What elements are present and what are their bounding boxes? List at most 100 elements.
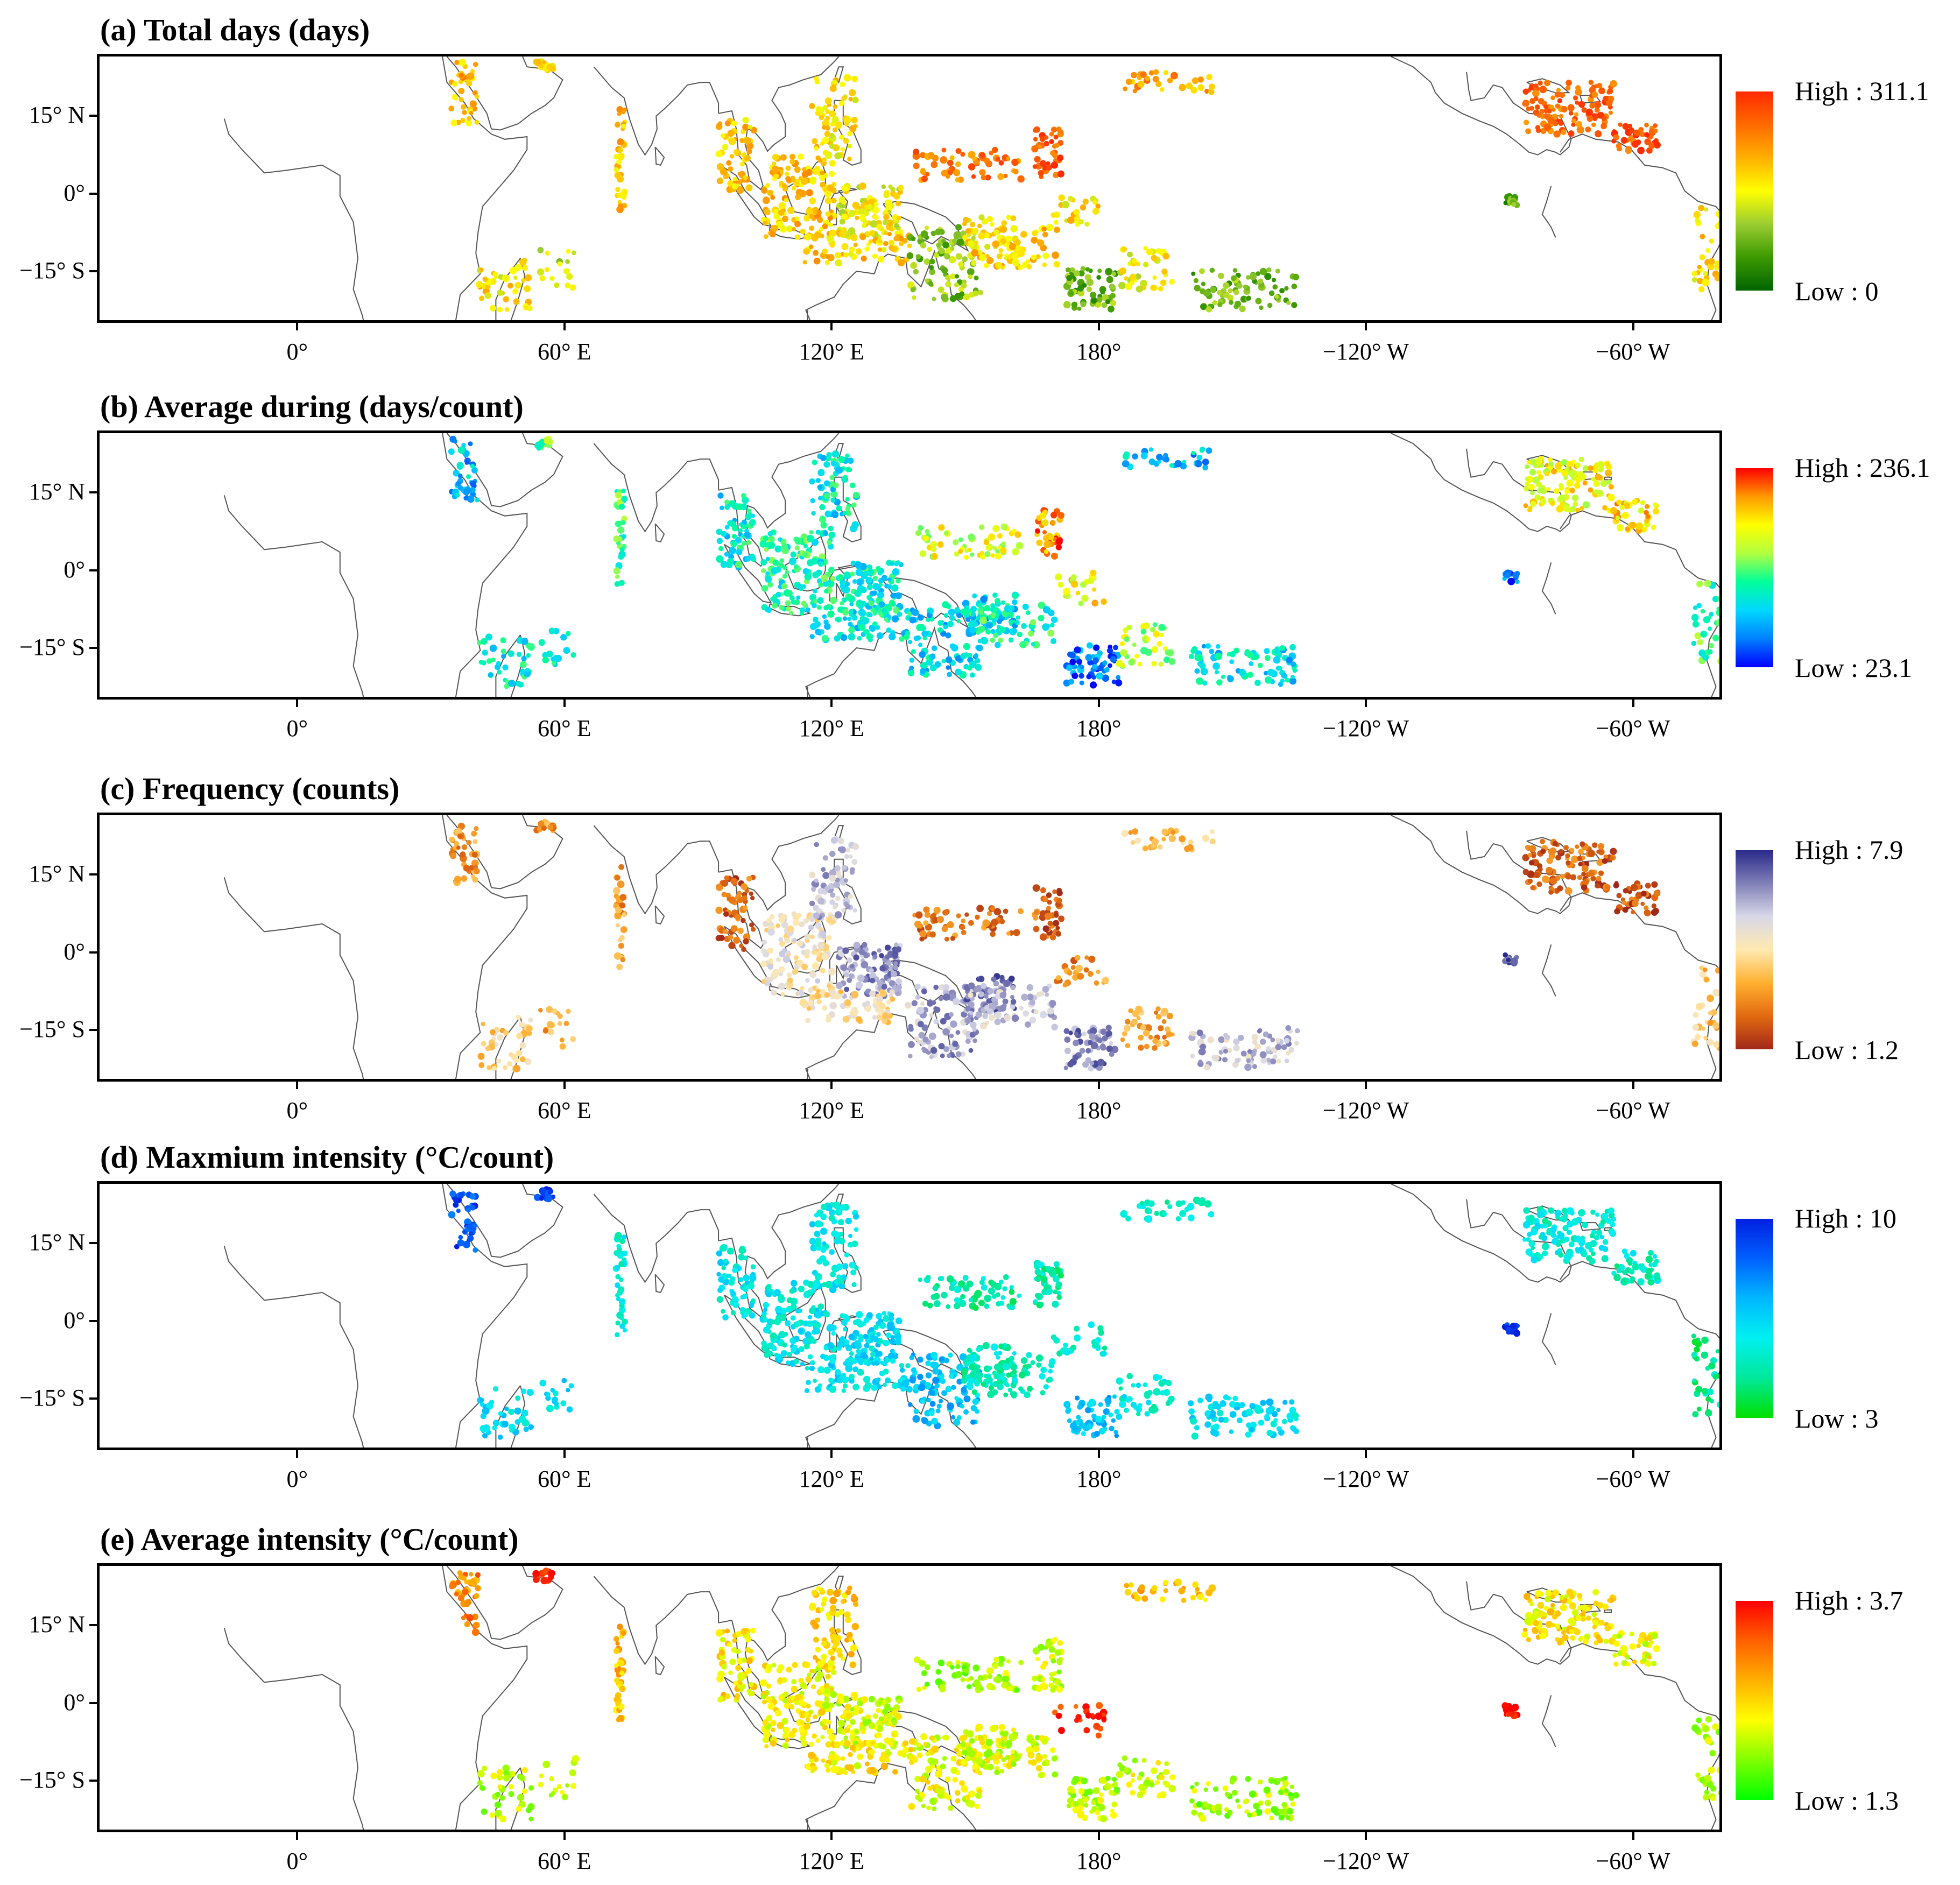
mhw-hotspot-point bbox=[824, 623, 831, 630]
mhw-hotspot-point bbox=[767, 964, 774, 970]
mhw-hotspot-point bbox=[934, 1383, 940, 1388]
mhw-hotspot-point bbox=[1289, 644, 1296, 651]
mhw-hotspot-point bbox=[1054, 143, 1060, 148]
mhw-hotspot-point bbox=[864, 1382, 872, 1389]
mhw-hotspot-point bbox=[1121, 829, 1129, 837]
coastline bbox=[829, 564, 857, 602]
mhw-hotspot-point bbox=[1539, 86, 1547, 94]
mhw-hotspot-point bbox=[970, 1405, 977, 1411]
mhw-hotspot-point bbox=[925, 529, 930, 534]
mhw-hotspot-point bbox=[1053, 920, 1060, 927]
mhw-hotspot-point bbox=[459, 97, 464, 103]
mhw-hotspot-point bbox=[1585, 126, 1591, 133]
mhw-hotspot-point bbox=[779, 966, 785, 972]
mhw-hotspot-point bbox=[986, 998, 992, 1004]
lon-tick bbox=[1097, 700, 1100, 707]
mhw-hotspot-point bbox=[786, 972, 792, 978]
mhw-hotspot-point bbox=[987, 988, 994, 994]
mhw-hotspot-point bbox=[955, 161, 961, 167]
mhw-hotspot-point bbox=[923, 535, 929, 541]
mhw-hotspot-point bbox=[881, 184, 886, 189]
panel-b-legend-low: Low : 23.1 bbox=[1795, 653, 1913, 683]
lon-tick-label: −60° W bbox=[1596, 715, 1670, 742]
mhw-hotspot-point bbox=[1113, 645, 1118, 651]
mhw-hotspot-point bbox=[948, 1373, 954, 1379]
mhw-hotspot-point bbox=[789, 1288, 795, 1294]
mhw-hotspot-point bbox=[1145, 648, 1152, 656]
mhw-hotspot-point bbox=[865, 1006, 871, 1012]
mhw-hotspot-point bbox=[837, 606, 844, 613]
lon-tick bbox=[1097, 1082, 1100, 1089]
mhw-hotspot-point bbox=[829, 851, 836, 857]
mhw-hotspot-point bbox=[1159, 87, 1165, 92]
mhw-hotspot-point bbox=[1215, 644, 1221, 649]
mhw-hotspot-point bbox=[832, 127, 838, 133]
mhw-hotspot-point bbox=[1214, 670, 1219, 675]
mhw-hotspot-point bbox=[513, 1064, 520, 1072]
mhw-hotspot-point bbox=[1243, 284, 1248, 290]
mhw-hotspot-point bbox=[940, 620, 944, 625]
mhw-hotspot-point bbox=[865, 1000, 870, 1006]
mhw-hotspot-point bbox=[720, 133, 725, 138]
mhw-hotspot-point bbox=[1703, 271, 1708, 277]
mhw-hotspot-point bbox=[618, 580, 625, 586]
mhw-hotspot-point bbox=[914, 1036, 919, 1042]
mhw-hotspot-point bbox=[796, 913, 802, 919]
mhw-hotspot-point bbox=[786, 950, 791, 955]
mhw-hotspot-point bbox=[851, 75, 858, 82]
mhw-hotspot-point bbox=[1279, 645, 1286, 651]
mhw-hotspot-point bbox=[1053, 172, 1059, 178]
panel-d-map bbox=[97, 1181, 1722, 1450]
mhw-hotspot-point bbox=[1068, 290, 1074, 296]
mhw-hotspot-point bbox=[1101, 598, 1107, 605]
mhw-hotspot-point bbox=[1566, 860, 1571, 866]
mhw-hotspot-point bbox=[1161, 269, 1168, 275]
lat-tick bbox=[89, 646, 97, 649]
mhw-hotspot-point bbox=[1179, 83, 1186, 91]
mhw-hotspot-point bbox=[1227, 675, 1234, 682]
mhw-hotspot-point bbox=[452, 94, 458, 100]
mhw-hotspot-point bbox=[936, 1403, 942, 1409]
mhw-hotspot-point bbox=[972, 1038, 977, 1043]
mhw-hotspot-point bbox=[822, 137, 829, 144]
mhw-hotspot-point bbox=[922, 1036, 929, 1043]
mhw-hotspot-point bbox=[898, 241, 904, 246]
mhw-hotspot-point bbox=[1575, 507, 1580, 513]
mhw-hotspot-point bbox=[1013, 168, 1019, 175]
mhw-hotspot-point bbox=[996, 253, 1003, 259]
mhw-hotspot-point bbox=[1604, 469, 1612, 477]
mhw-hotspot-point bbox=[617, 1247, 622, 1252]
mhw-hotspot-point bbox=[985, 544, 991, 550]
mhw-hotspot-point bbox=[975, 985, 982, 992]
mhw-hotspot-point bbox=[1579, 506, 1584, 511]
mhw-hotspot-point bbox=[727, 1247, 734, 1255]
mhw-hotspot-point bbox=[838, 135, 844, 140]
mhw-hotspot-point bbox=[515, 1395, 521, 1401]
mhw-hotspot-point bbox=[880, 247, 887, 253]
mhw-hotspot-point bbox=[895, 1317, 903, 1325]
mhw-hotspot-point bbox=[949, 615, 955, 621]
mhw-hotspot-point bbox=[761, 1314, 766, 1319]
coastline bbox=[1541, 562, 1556, 615]
mhw-hotspot-point bbox=[837, 574, 844, 581]
mhw-hotspot-point bbox=[891, 246, 898, 253]
mhw-hotspot-point bbox=[1571, 495, 1579, 502]
coastline bbox=[1391, 815, 1572, 914]
mhw-hotspot-point bbox=[974, 159, 979, 165]
mhw-hotspot-point bbox=[920, 230, 928, 238]
mhw-hotspot-point bbox=[803, 248, 810, 255]
mhw-hotspot-point bbox=[848, 1233, 852, 1238]
mhw-hotspot-point bbox=[1567, 104, 1575, 111]
mhw-hotspot-point bbox=[1158, 1025, 1164, 1032]
mhw-hotspot-point bbox=[881, 575, 887, 581]
mhw-hotspot-point bbox=[615, 574, 619, 579]
mhw-hotspot-point bbox=[970, 611, 976, 617]
mhw-hotspot-point bbox=[891, 602, 896, 607]
mhw-hotspot-point bbox=[470, 464, 475, 469]
mhw-hotspot-point bbox=[545, 1395, 551, 1401]
mhw-hotspot-point bbox=[1049, 520, 1056, 526]
mhw-hotspot-point bbox=[1151, 646, 1158, 653]
mhw-hotspot-point bbox=[835, 895, 841, 901]
mhw-hotspot-point bbox=[1526, 106, 1531, 111]
mhw-hotspot-point bbox=[1026, 984, 1034, 991]
